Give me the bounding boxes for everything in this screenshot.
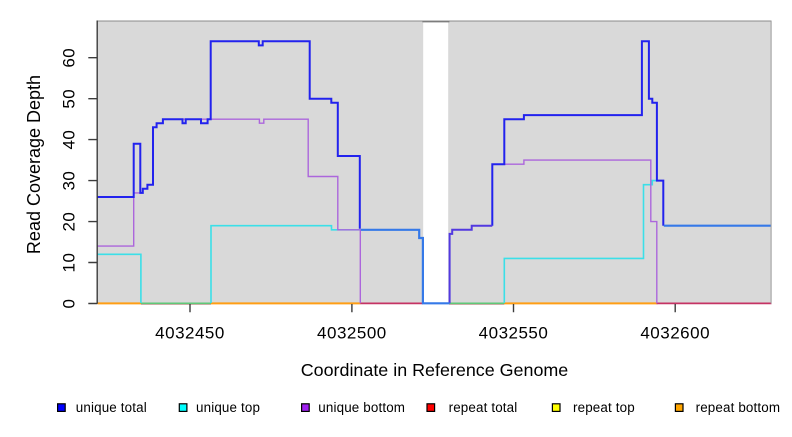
svg-text:unique top: unique top <box>196 400 260 415</box>
svg-text:Read Coverage Depth: Read Coverage Depth <box>24 75 44 254</box>
svg-text:unique total: unique total <box>76 400 147 415</box>
svg-text:0: 0 <box>60 299 79 309</box>
svg-text:4032550: 4032550 <box>479 323 549 342</box>
svg-text:10: 10 <box>60 253 79 273</box>
svg-text:Coordinate in Reference Genome: Coordinate in Reference Genome <box>301 360 569 380</box>
svg-text:30: 30 <box>60 171 79 191</box>
svg-text:20: 20 <box>60 212 79 232</box>
svg-text:40: 40 <box>60 130 79 150</box>
svg-text:repeat bottom: repeat bottom <box>696 400 781 415</box>
svg-text:repeat total: repeat total <box>449 400 518 415</box>
svg-text:4032500: 4032500 <box>317 323 387 342</box>
svg-text:unique bottom: unique bottom <box>318 400 405 415</box>
svg-text:60: 60 <box>60 48 79 68</box>
svg-text:4032600: 4032600 <box>640 323 710 342</box>
svg-text:4032450: 4032450 <box>155 323 225 342</box>
svg-text:repeat top: repeat top <box>573 400 635 415</box>
svg-text:50: 50 <box>60 89 79 109</box>
